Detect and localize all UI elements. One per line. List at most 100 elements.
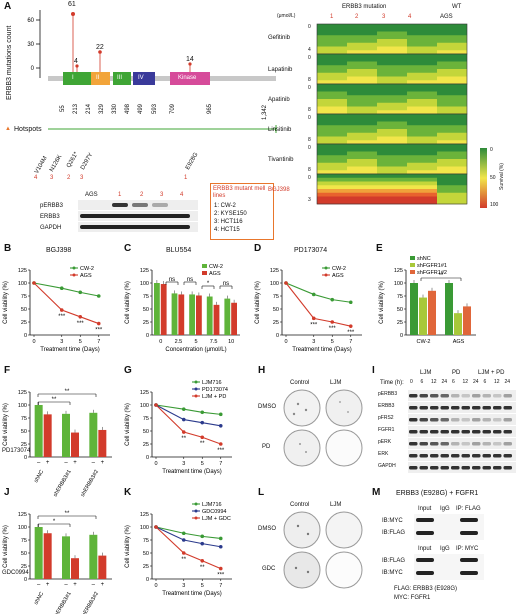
heatmap-cell [407,121,437,126]
chart-e: 0 25 50 75 100 125 Cell viability (%) CW-2 AGS sh… [379,256,476,345]
blot-band [503,394,512,398]
y-axis-label: Cell viability (%) [125,403,131,446]
blot-band [493,466,502,470]
heatmap-cell [377,31,407,36]
heatmap-cell [377,87,407,92]
lollipop-plot: 60 30 0 [27,10,276,85]
heatmap-cell [377,39,407,44]
heatmap-cell [407,125,437,130]
panel-b-label: B [4,243,12,254]
m-legend: FLAG: ERBB3 (E928G) [394,586,458,592]
heatmap-cell [317,155,347,160]
x-tick-label: 5 [201,461,204,467]
y-tick-label: 125 [18,512,27,518]
heatmap-cell [407,76,437,81]
colony-dishes-h [283,389,363,467]
blot-band [419,418,428,422]
blot-band [461,466,470,470]
bar [34,527,43,579]
y-axis-label: Cell viability (%) [255,281,261,324]
heatmap-cell [437,76,467,81]
blot-band [440,454,449,458]
y-tick-label: 50 [21,307,27,313]
heatmap-cell [317,84,347,89]
heatmap-cell [317,46,347,51]
dish-col-label: LJM [330,502,342,508]
hotspot-mutation: D297Y [80,152,95,171]
blot-band [482,466,491,470]
blot-band [482,454,491,458]
y-tick-label: 0 [276,333,279,339]
hotspot-mutation: Q261* [66,151,80,169]
heatmap-cell [317,31,347,36]
panel-g-label: G [124,365,132,376]
heatmap-cell [377,110,407,115]
ip-header: IP: MYC [456,546,479,552]
heatmap-cell [437,181,467,186]
heatmap-cell [377,54,407,59]
domain-label: IV [138,75,144,81]
x-axis-label: Treatment time (Days) [292,347,351,353]
blot-band [472,442,481,446]
protein-label: ERBB3 [378,403,395,409]
heatmap-cell [437,140,467,145]
blot-band [451,430,460,434]
colorbar-tick: 100 [490,202,499,208]
heatmap-cell [407,129,437,134]
heatmap-cell [317,132,347,137]
blot-band [430,466,439,470]
time-point: 12 [494,379,500,385]
mutant-box-title: ERBB3 mutant mell lines [213,186,266,199]
heatmap-cell [347,69,377,74]
peak-label: 14 [186,56,194,63]
heatmap-cell [347,95,377,100]
heatmap-cell [437,121,467,126]
heatmap-cell [437,57,467,62]
legend-swatch [410,270,415,274]
heatmap-cell [407,162,437,167]
treatment-sign: + [101,582,105,588]
heatmap-cell [437,106,467,111]
legend-label: LJM716 [202,502,222,508]
blot-band [493,430,502,434]
category-label: 2.5 [175,339,183,345]
heatmap-cell [377,181,407,186]
heatmap-cell [377,177,407,182]
heatmap-cell [407,110,437,115]
heatmap-cell [347,129,377,134]
dish-col-label: LJM [330,380,342,386]
heatmap-cell [377,35,407,40]
significance-mark: ns [169,277,175,283]
heatmap-column: 3 [382,14,386,20]
legend-marker [72,266,76,270]
panel-c-label: C [124,243,132,254]
heatmap-cell [407,99,437,104]
ip-header: Input [418,546,432,552]
y-tick-label: 100 [140,403,149,409]
heatmap-cell [317,117,347,122]
heatmap-cell [377,140,407,145]
y-tick-label: 125 [18,390,27,396]
bar [231,302,237,335]
legend-marker [194,387,198,391]
data-point [348,300,353,305]
y-axis-label: Cell viability (%) [3,525,9,568]
colorbar-tick: 0 [490,147,493,153]
heatmap-cell [437,102,467,107]
heatmap-cell [377,136,407,141]
heatmap-cell [377,72,407,77]
western-blot-a [78,200,198,232]
y-axis-label: Cell viability (%) [125,525,131,568]
x-tick-label: 5 [79,339,82,345]
heatmap-column: 2 [355,14,359,20]
y-tick-label: 0 [146,455,149,461]
data-point [284,281,288,285]
legend-label: PD173074 [202,387,228,393]
conc-label: 0 [308,85,311,91]
significance-mark: ns [187,277,193,283]
blot-group: LJM + PD [478,370,505,376]
series-line [155,404,221,445]
blot-band [482,406,491,410]
heatmap-cell [347,84,377,89]
heatmap-cell [317,54,347,59]
